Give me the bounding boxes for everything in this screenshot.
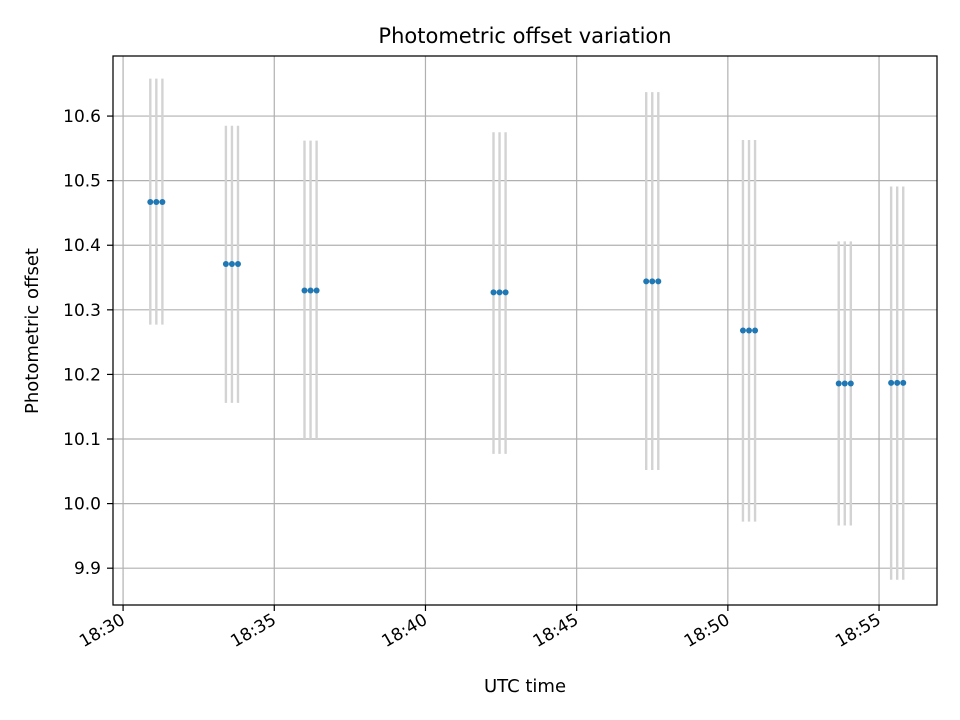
data-point: [307, 287, 314, 294]
data-point: [496, 289, 503, 296]
data-point: [655, 278, 662, 285]
data-point: [159, 198, 166, 205]
plot-area: [113, 56, 937, 605]
y-tick-label: 10.3: [63, 301, 101, 321]
data-point: [147, 198, 154, 205]
data-point: [228, 260, 235, 267]
data-point: [739, 327, 746, 334]
data-point: [153, 198, 160, 205]
y-tick-label: 10.5: [63, 172, 101, 192]
y-axis: 9.9 10.0 10.1 10.2 10.3 10.4 10.5 10.6: [63, 107, 113, 579]
grid: [113, 56, 937, 605]
data-point: [502, 289, 509, 296]
data-point: [835, 380, 842, 387]
data-point: [301, 287, 308, 294]
data-point: [894, 379, 901, 386]
data-point: [234, 260, 241, 267]
chart-title: Photometric offset variation: [378, 24, 671, 48]
y-tick-label: 10.4: [63, 236, 101, 256]
data-points: [147, 198, 907, 387]
data-point: [752, 327, 759, 334]
data-point: [222, 260, 229, 267]
y-tick-label: 10.6: [63, 107, 101, 127]
y-tick-label: 10.2: [63, 365, 101, 385]
data-point: [847, 380, 854, 387]
y-tick-label: 10.0: [63, 495, 101, 515]
data-point: [490, 289, 497, 296]
data-point: [313, 287, 320, 294]
data-point: [643, 278, 650, 285]
data-point: [841, 380, 848, 387]
y-axis-label: Photometric offset: [22, 248, 43, 414]
x-axis-label: UTC time: [484, 676, 566, 697]
plot-frame: [112, 55, 938, 606]
y-tick-label: 9.9: [74, 559, 101, 579]
data-point: [888, 379, 895, 386]
data-point: [900, 379, 907, 386]
y-tick-label: 10.1: [63, 430, 101, 450]
data-point: [746, 327, 753, 334]
data-point: [649, 278, 656, 285]
